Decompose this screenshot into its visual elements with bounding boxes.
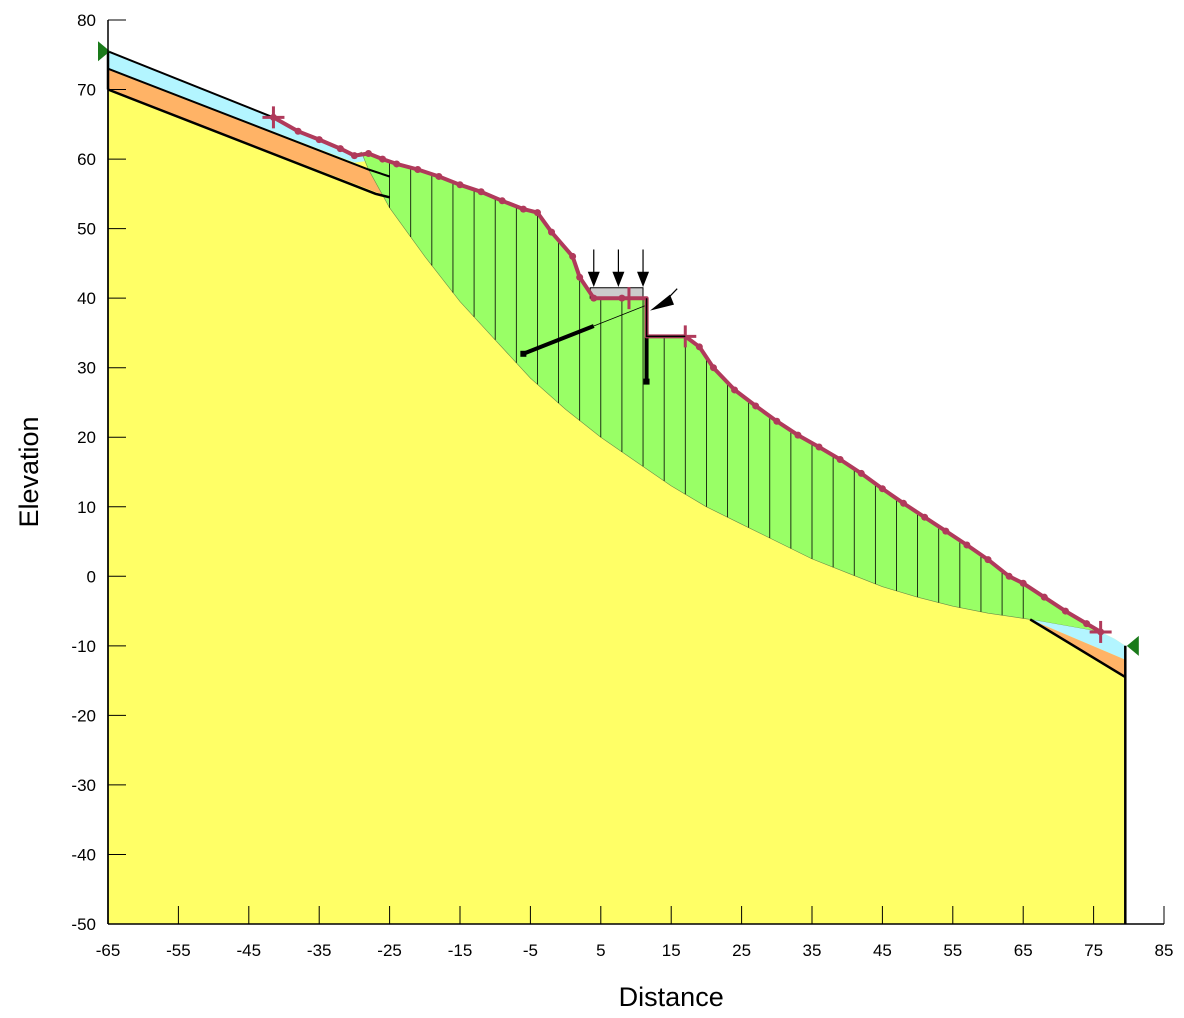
anchor-end-point (520, 350, 527, 357)
y-tick-label: -10 (71, 637, 96, 656)
weak-layer-top-boundary (107, 67, 390, 178)
surface-point (1083, 620, 1091, 628)
y-tick-label: 60 (77, 150, 96, 169)
y-tick-label: 30 (77, 359, 96, 378)
x-tick-label: -25 (377, 941, 402, 960)
surface-point (336, 145, 344, 153)
surface-point (569, 252, 577, 260)
y-tick-label: -30 (71, 776, 96, 795)
surface-point (836, 455, 844, 463)
y-axis-ticks: -50 -40 -30 -20 -10 0 10 20 30 40 50 60 70 80 (71, 11, 126, 934)
load-arrow-head (637, 271, 650, 288)
surface-point (477, 188, 485, 196)
x-tick-label: 85 (1155, 941, 1174, 960)
anchor-free-length (593, 304, 647, 327)
surface-point (773, 417, 781, 425)
y-tick-label: 50 (77, 220, 96, 239)
surface-point (752, 402, 760, 410)
distributed-load-arrows (587, 249, 650, 288)
x-tick-label: -45 (237, 941, 262, 960)
y-tick-label: 40 (77, 289, 96, 308)
surface-point (533, 209, 541, 217)
surface-point (900, 499, 908, 507)
x-axis-title: Distance (619, 982, 724, 1012)
ground-surface (98, 41, 1139, 656)
weak-layer-bottom-boundary (107, 88, 390, 199)
surface-point (794, 431, 802, 439)
x-tick-label: 45 (873, 941, 892, 960)
surface-points (269, 113, 1105, 636)
surface-point (294, 127, 302, 135)
y-tick-label: 20 (77, 428, 96, 447)
x-tick-label: 65 (1014, 941, 1033, 960)
y-axis-title: Elevation (14, 416, 44, 527)
surface-point (942, 527, 950, 535)
x-tick-label: -5 (523, 941, 538, 960)
weak-layer-region (108, 68, 390, 198)
load-arrow-head (612, 271, 625, 288)
water-table-marker-right (1126, 635, 1139, 656)
surface-point (315, 136, 323, 144)
x-tick-label: -35 (307, 941, 332, 960)
surface-point (498, 197, 506, 205)
x-tick-label: 75 (1084, 941, 1103, 960)
surface-point (709, 364, 717, 372)
y-tick-label: 0 (87, 567, 96, 586)
surface-point (364, 150, 372, 158)
surface-point (393, 160, 401, 168)
water-table-marker-left (98, 41, 110, 62)
x-tick-label: -65 (96, 941, 121, 960)
surface-point (984, 556, 992, 564)
surface-point (1005, 572, 1013, 580)
surface-point (878, 485, 886, 493)
surface-point (519, 205, 527, 213)
surface-point (963, 541, 971, 549)
surface-point (590, 294, 598, 302)
surface-point (1019, 579, 1027, 587)
bedrock-region (108, 51, 1126, 925)
x-tick-label: 35 (803, 941, 822, 960)
load-arrow-head (587, 271, 600, 288)
y-tick-label: 10 (77, 498, 96, 517)
surface-point (548, 228, 556, 236)
x-tick-label: -55 (166, 941, 191, 960)
material-regions (108, 51, 1126, 925)
y-tick-label: 70 (77, 81, 96, 100)
x-tick-label: 25 (732, 941, 751, 960)
surface-point (1061, 607, 1069, 615)
x-tick-label: 55 (943, 941, 962, 960)
surface-point (731, 386, 739, 394)
surface-point (435, 172, 443, 180)
bench-outline (645, 298, 686, 338)
y-tick-label: -40 (71, 845, 96, 864)
slip-slices (389, 161, 1024, 619)
surface-point (350, 152, 358, 160)
surface-point (815, 443, 823, 451)
surface-point (456, 181, 464, 189)
surface-point (921, 513, 929, 521)
axes: -65 -55 -45 -35 -25 -15 -5 5 15 25 35 45 55 65 75 85 -5… (14, 11, 1173, 1012)
y-tick-label: 80 (77, 11, 96, 30)
surface-point (857, 469, 865, 477)
surface-point (379, 155, 387, 163)
wall-end-point (643, 378, 650, 385)
right-bottom-boundary (1029, 618, 1126, 679)
surface-point (695, 343, 703, 351)
y-tick-label: -50 (71, 915, 96, 934)
x-tick-label: 15 (662, 941, 681, 960)
point-load-arrowhead (650, 294, 674, 311)
y-tick-label: -20 (71, 706, 96, 725)
anchor (522, 324, 595, 356)
surface-point (1040, 593, 1048, 601)
surface-point (576, 273, 584, 281)
left-surface-boundary (107, 50, 274, 119)
x-tick-label: 5 (596, 941, 605, 960)
top-layer-right (1030, 619, 1126, 660)
x-tick-label: -15 (448, 941, 473, 960)
surface-point (414, 166, 422, 174)
x-axis-ticks: -65 -55 -45 -35 -25 -15 -5 5 15 25 35 45 55 65 75 85 (96, 906, 1174, 960)
